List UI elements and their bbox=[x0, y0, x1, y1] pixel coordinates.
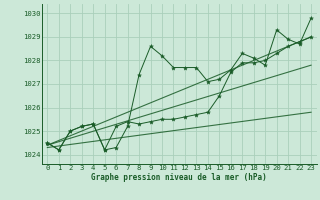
X-axis label: Graphe pression niveau de la mer (hPa): Graphe pression niveau de la mer (hPa) bbox=[91, 173, 267, 182]
